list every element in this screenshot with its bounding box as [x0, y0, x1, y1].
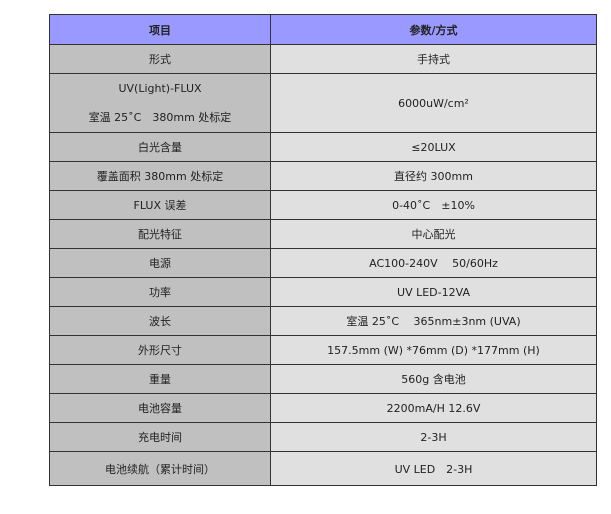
row-key: 配光特征: [49, 219, 271, 249]
row-key: 覆盖面积 380mm 处标定: [49, 161, 271, 191]
row-key: 功率: [49, 277, 271, 307]
table-row: 电池续航（累计时间） UV LED 2-3H: [49, 451, 597, 486]
spec-table: 项目 参数/方式 形式 手持式 UV(Light)-FLUX 室温 25˚C 38…: [49, 14, 597, 486]
row-key-line1: UV(Light)-FLUX: [118, 82, 202, 95]
row-value: 室温 25˚C 365nm±3nm (UVA): [270, 306, 597, 336]
row-value: 157.5mm (W) *76mm (D) *177mm (H): [270, 335, 597, 365]
row-value: 560g 含电池: [270, 364, 597, 394]
row-key: 白光含量: [49, 132, 271, 162]
table-row: 白光含量 ≤20LUX: [49, 132, 597, 162]
row-value: UV LED 2-3H: [270, 451, 597, 486]
table-row: 功率 UV LED-12VA: [49, 277, 597, 307]
table-row: UV(Light)-FLUX 室温 25˚C 380mm 处标定 6000uW/…: [49, 73, 597, 133]
table-row: 配光特征 中心配光: [49, 219, 597, 249]
row-value: 2-3H: [270, 422, 597, 452]
row-key: UV(Light)-FLUX 室温 25˚C 380mm 处标定: [49, 73, 271, 133]
row-key: 重量: [49, 364, 271, 394]
row-key: 电源: [49, 248, 271, 278]
row-value: UV LED-12VA: [270, 277, 597, 307]
row-value: ≤20LUX: [270, 132, 597, 162]
row-key: 形式: [49, 44, 271, 74]
row-value: 6000uW/cm²: [270, 73, 597, 133]
row-key: FLUX 误差: [49, 190, 271, 220]
header-item: 项目: [49, 14, 271, 45]
row-value: 手持式: [270, 44, 597, 74]
table-row: 电池容量 2200mA/H 12.6V: [49, 393, 597, 423]
table-row: FLUX 误差 0-40˚C ±10%: [49, 190, 597, 220]
row-key-line2: 室温 25˚C 380mm 处标定: [88, 111, 232, 124]
row-key: 电池续航（累计时间）: [49, 451, 271, 486]
row-key: 外形尺寸: [49, 335, 271, 365]
table-row: 覆盖面积 380mm 处标定 直径约 300mm: [49, 161, 597, 191]
table-row: 波长 室温 25˚C 365nm±3nm (UVA): [49, 306, 597, 336]
header-value: 参数/方式: [270, 14, 597, 45]
table-row: 形式 手持式: [49, 44, 597, 74]
row-value: 0-40˚C ±10%: [270, 190, 597, 220]
row-key: 波长: [49, 306, 271, 336]
row-value: 中心配光: [270, 219, 597, 249]
row-key: 电池容量: [49, 393, 271, 423]
table-row: 重量 560g 含电池: [49, 364, 597, 394]
row-value: AC100-240V 50/60Hz: [270, 248, 597, 278]
table-row: 充电时间 2-3H: [49, 422, 597, 452]
row-value: 直径约 300mm: [270, 161, 597, 191]
table-row: 外形尺寸 157.5mm (W) *76mm (D) *177mm (H): [49, 335, 597, 365]
row-key: 充电时间: [49, 422, 271, 452]
table-header-row: 项目 参数/方式: [49, 14, 597, 45]
row-value: 2200mA/H 12.6V: [270, 393, 597, 423]
table-row: 电源 AC100-240V 50/60Hz: [49, 248, 597, 278]
